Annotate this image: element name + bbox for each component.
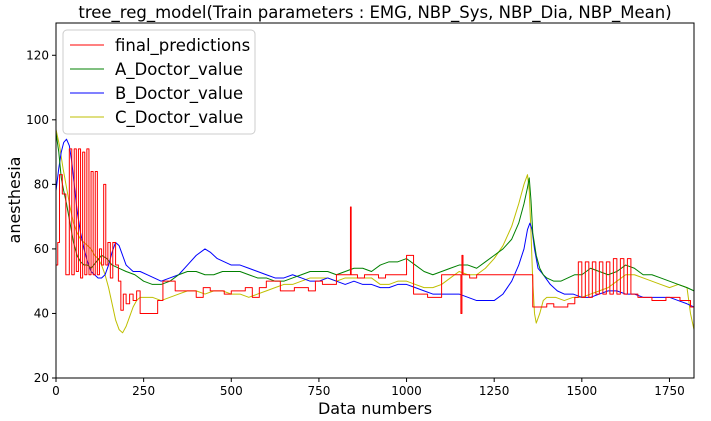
x-axis-label: Data numbers [318, 399, 432, 418]
series-layer [56, 129, 694, 334]
series-line-a-doctor-value [56, 132, 694, 292]
y-tick-label: 80 [34, 177, 49, 191]
y-tick-label: 60 [34, 242, 49, 256]
legend-label: C_Doctor_value [115, 108, 243, 128]
y-axis-label: anesthesia [5, 157, 24, 244]
series-line-final-predictions [56, 148, 694, 314]
x-tick-label: 1250 [479, 384, 510, 398]
x-axis: 0 250 500 750 1000 1250 1500 1750 [52, 378, 685, 398]
x-tick-label: 750 [307, 384, 330, 398]
x-tick-label: 1000 [391, 384, 422, 398]
x-tick-label: 0 [52, 384, 60, 398]
y-tick-label: 120 [26, 48, 49, 62]
x-tick-label: 500 [220, 384, 243, 398]
y-axis: 20 40 60 80 100 120 [26, 48, 56, 385]
legend: final_predictions A_Doctor_value B_Doctor_… [62, 29, 256, 135]
y-tick-label: 20 [34, 371, 49, 385]
y-tick-label: 100 [26, 113, 49, 127]
x-tick-label: 1750 [654, 384, 685, 398]
legend-label: final_predictions [115, 36, 250, 56]
series-line-c-doctor-value [56, 129, 694, 334]
plot-frame [55, 22, 695, 379]
legend-box [62, 29, 256, 135]
y-tick-label: 40 [34, 306, 49, 320]
series-line-b-doctor-value [56, 138, 694, 308]
legend-label: B_Doctor_value [115, 84, 243, 104]
legend-label: A_Doctor_value [115, 60, 243, 80]
x-tick-label: 1500 [567, 384, 598, 398]
chart-title: tree_reg_model(Train parameters : EMG, N… [78, 3, 671, 23]
x-tick-label: 250 [132, 384, 155, 398]
